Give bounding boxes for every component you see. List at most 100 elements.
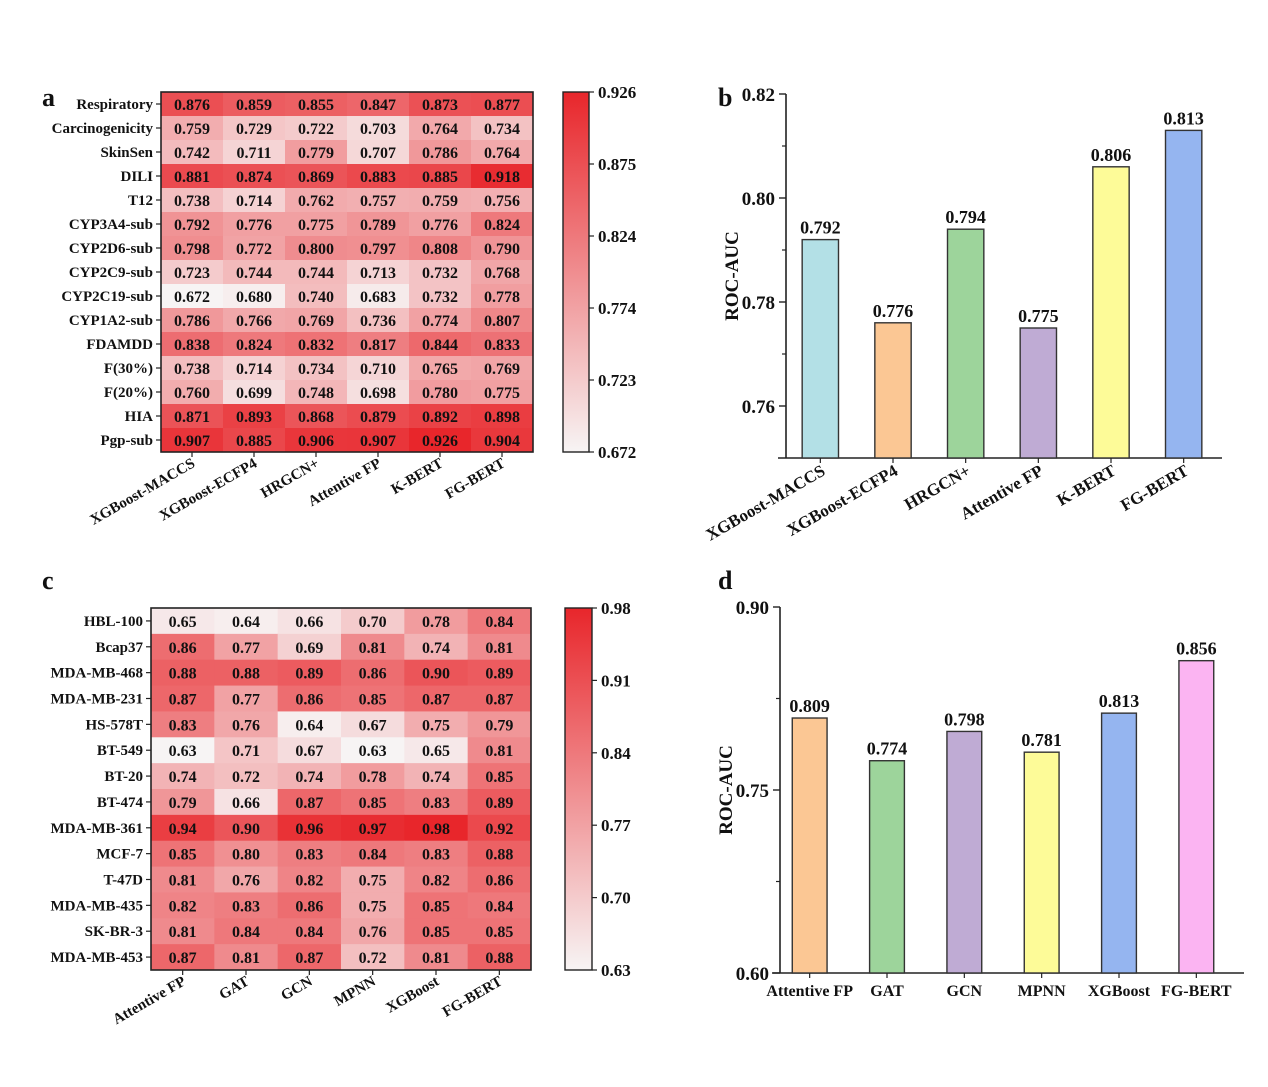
cell-value: 0.714 (236, 361, 272, 378)
heatmap-cell (471, 284, 534, 309)
heatmap-cell (285, 284, 348, 309)
row-label: MDA-MB-453 (51, 950, 143, 966)
cell-value: 0.885 (236, 433, 272, 450)
cell-value: 0.98 (422, 821, 450, 838)
cell-value: 0.800 (298, 241, 334, 258)
colorbar-tick-label: 0.875 (598, 155, 636, 174)
cell-value: 0.84 (485, 898, 513, 915)
heatmap-cell (409, 380, 472, 405)
row-label: HBL-100 (84, 614, 143, 630)
cell-value: 0.759 (174, 121, 210, 138)
heatmap-cell (341, 685, 405, 712)
row-label: Pgp-sub (100, 433, 153, 449)
heatmap-cell (161, 428, 224, 453)
heatmap-cell (161, 140, 224, 165)
heatmap-cell (471, 116, 534, 141)
cell-value: 0.760 (174, 385, 210, 402)
cell-value: 0.65 (169, 614, 197, 631)
heatmap-cell (347, 260, 410, 285)
heatmap-cell (277, 840, 342, 868)
heatmap-cell (285, 92, 348, 117)
cell-value: 0.824 (236, 337, 272, 354)
bar-chart-b: 0.82 0.80 0.78 0.76 ROC-AUC 0.792 XGBoost-MACC… (703, 85, 1222, 545)
cell-value: 0.774 (422, 313, 458, 330)
cell-value: 0.698 (360, 385, 396, 402)
heatmap-cell (285, 356, 348, 381)
cell-value: 0.88 (485, 847, 513, 864)
cell-value: 0.75 (422, 717, 450, 734)
heatmap-cell (341, 866, 405, 893)
heatmap-cell (151, 814, 215, 842)
cell-value: 0.868 (298, 409, 334, 426)
heatmap-cell (161, 380, 224, 405)
cell-value: 0.680 (236, 289, 272, 306)
cell-value: 0.86 (169, 640, 197, 657)
cell-value: 0.85 (422, 898, 450, 915)
heatmap-a: 0.876 0.859 0.855 0.847 0.873 0.877 0.759 0.729… (52, 83, 637, 529)
bar-chart-d: 0.90 0.75 0.60 ROC-AUC 0.809 Attentive FP 0.77… (716, 598, 1244, 1000)
heatmap-cell (347, 236, 410, 261)
heatmap-cell (404, 608, 469, 635)
cell-value: 0.759 (422, 193, 458, 210)
row-label: F(20%) (104, 385, 153, 401)
heatmap-cell (285, 188, 348, 213)
heatmap-cell (404, 892, 469, 919)
heatmap-cell (404, 685, 469, 712)
cell-value: 0.85 (169, 847, 197, 864)
heatmap-cell (467, 711, 532, 738)
heatmap-cell (409, 236, 472, 261)
bar (1100, 712, 1138, 974)
cell-value: 0.703 (360, 121, 396, 138)
cell-value: 0.881 (174, 169, 210, 186)
colorbar-tick-label: 0.63 (601, 961, 631, 980)
heatmap-cell (214, 944, 279, 971)
row-label: T-47D (104, 873, 144, 889)
cell-value: 0.838 (174, 337, 210, 354)
heatmap-cell (404, 789, 469, 816)
row-label: MDA-MB-435 (51, 898, 143, 914)
cell-value: 0.807 (484, 313, 520, 330)
column-label: FG-BERT (440, 974, 505, 1021)
cell-value: 0.94 (169, 821, 197, 838)
heatmap-cell (341, 633, 405, 661)
heatmap-cell (223, 260, 286, 285)
cell-value: 0.907 (174, 433, 210, 450)
cell-value: 0.77 (232, 640, 260, 657)
bar (1164, 129, 1203, 459)
cell-value: 0.707 (360, 145, 396, 162)
cell-value: 0.90 (422, 666, 450, 683)
cell-value: 0.82 (169, 898, 197, 915)
cell-value: 0.79 (485, 717, 513, 734)
cell-value: 0.918 (484, 169, 520, 186)
cell-value: 0.710 (360, 361, 396, 378)
heatmap-cell (347, 356, 410, 381)
heatmap-cell (467, 918, 532, 945)
cell-value: 0.786 (422, 145, 458, 162)
heatmap-cell (223, 140, 286, 165)
colorbar-tick-label: 0.70 (601, 889, 631, 908)
bar-value-label: 0.792 (800, 218, 841, 238)
cell-value: 0.87 (169, 692, 197, 709)
heatmap-cell (467, 763, 532, 790)
heatmap-cell (277, 685, 342, 712)
cell-value: 0.75 (359, 898, 387, 915)
cell-value: 0.74 (422, 769, 450, 786)
bar-value-label: 0.775 (1018, 306, 1059, 326)
cell-value: 0.855 (298, 97, 334, 114)
cell-value: 0.683 (360, 289, 396, 306)
x-tick-label: FG-BERT (1161, 983, 1232, 1000)
cell-value: 0.764 (484, 145, 520, 162)
cell-value: 0.78 (422, 614, 450, 631)
cell-value: 0.90 (232, 821, 260, 838)
row-label: Carcinogenicity (52, 121, 154, 137)
x-tick-label: XGBoost (1088, 983, 1151, 1000)
heatmap-cell (285, 212, 348, 237)
heatmap-cell (214, 918, 279, 945)
heatmap-cell (347, 116, 410, 141)
cell-value: 0.757 (360, 193, 396, 210)
row-label: Respiratory (76, 97, 153, 113)
heatmap-cell (409, 164, 472, 189)
heatmap-cell (161, 356, 224, 381)
bar (1019, 327, 1058, 459)
cell-value: 0.96 (295, 821, 323, 838)
